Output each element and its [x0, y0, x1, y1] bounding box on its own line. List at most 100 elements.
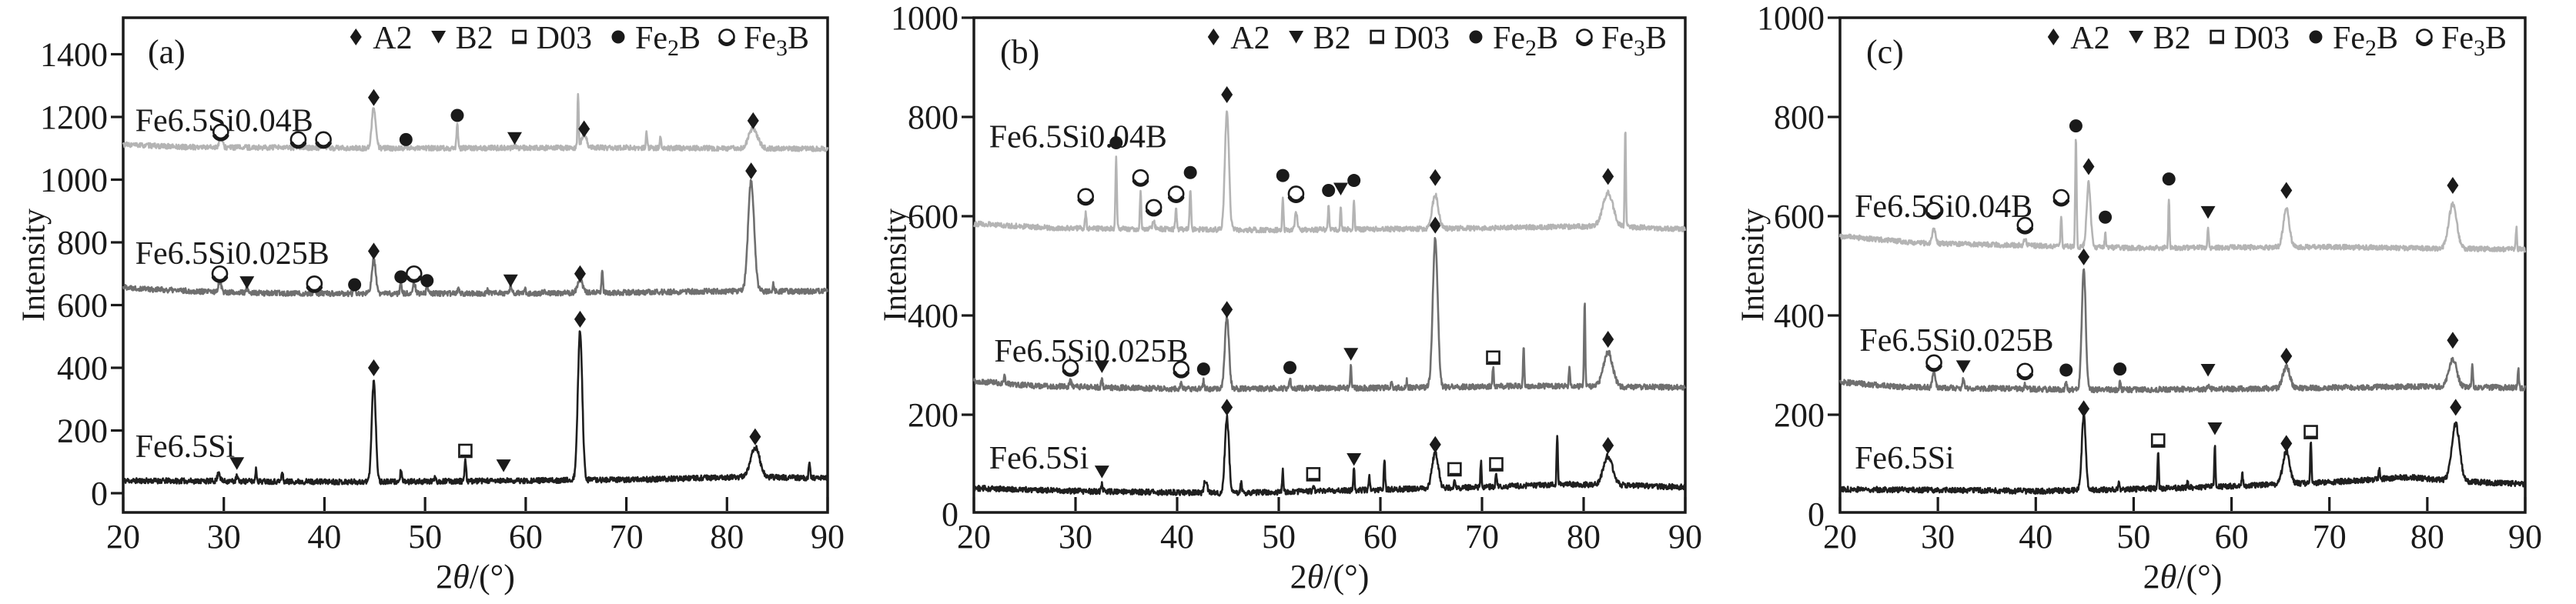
y-tick-label: 400	[57, 349, 108, 387]
circle-open-marker-shade	[2052, 199, 2070, 207]
legend-item: A2	[1207, 21, 1270, 56]
y-tick-label: 400	[1774, 297, 1825, 335]
diamond-marker-icon	[1221, 399, 1233, 416]
phase-marker-circle-filled	[1322, 183, 1336, 197]
x-tick-label: 70	[2313, 518, 2347, 556]
circle-filled-marker-icon	[1276, 169, 1290, 182]
phase-marker-circle-filled	[1109, 136, 1123, 150]
phase-marker-circle-open	[1077, 188, 1094, 206]
phase-marker-diamond	[1602, 436, 1614, 454]
diamond-marker-icon	[367, 242, 380, 260]
y-axis-label: Intensity	[878, 209, 914, 322]
circle-filled-marker-icon	[2099, 210, 2113, 224]
sample-label: Fe6.5Si0.025B	[994, 334, 1188, 369]
legend-label: D03	[1394, 21, 1450, 56]
diamond-marker-icon	[1429, 169, 1441, 186]
circle-open-marker-shade	[1173, 370, 1189, 379]
legend-item: D03	[1370, 21, 1450, 56]
circle-filled-marker-icon	[1183, 165, 1197, 179]
circle-filled-marker-icon	[2162, 172, 2176, 186]
circle-filled-marker-icon	[2069, 119, 2083, 133]
y-axis-label: Intensity	[1736, 209, 1771, 322]
circle-open-marker-shade	[211, 275, 229, 283]
legend-label: D03	[2234, 21, 2290, 56]
panel-a: 0 200 400 600 800 1000 1200 1400 20 30 40 50 60 70 80 9…	[17, 16, 845, 596]
legend-item: D03	[512, 21, 592, 56]
phase-marker-triangle-down	[239, 276, 255, 289]
sample-label: Fe6.5Si0.025B	[135, 236, 330, 272]
diamond-marker-icon	[1429, 435, 1441, 453]
triangle-down-marker-icon	[496, 459, 511, 472]
curve-Fe6.5Si0.04B	[972, 110, 1687, 234]
x-tick-label: 70	[610, 518, 644, 556]
phase-marker-square-open	[1306, 467, 1321, 482]
phase-marker-circle-open	[1287, 185, 1305, 203]
phase-marker-diamond	[574, 265, 586, 282]
phase-marker-circle-open	[1173, 360, 1190, 379]
x-axis-label: 2θ/(°)	[436, 558, 515, 596]
phase-marker-circle-filled	[420, 274, 434, 288]
circle-open-marker-shade	[306, 285, 323, 293]
phase-marker-diamond	[1429, 169, 1441, 186]
diamond-marker-icon	[1602, 168, 1614, 185]
circle-open-marker-shade	[2416, 38, 2433, 46]
phase-marker-circle-open	[2016, 216, 2034, 235]
circle-filled-marker-icon	[1109, 136, 1123, 150]
phase-marker-circle-filled	[399, 132, 413, 146]
x-tick-label: 40	[1160, 518, 1194, 556]
phase-marker-diamond	[2280, 347, 2293, 365]
phase-marker-circle-filled	[450, 108, 464, 122]
curve-Fe6.5Si0.025B	[122, 179, 829, 298]
legend-label: D03	[537, 21, 592, 56]
y-tick-label: 0	[91, 475, 108, 512]
x-tick-label: 30	[1921, 518, 1955, 556]
circle-open-marker-shade	[718, 38, 735, 46]
diamond-marker-icon	[2078, 248, 2090, 265]
phase-marker-diamond	[745, 162, 758, 180]
sample-label: Fe6.5Si	[135, 429, 236, 465]
x-tick-label: 40	[307, 518, 341, 556]
y-tick-label: 0	[942, 496, 958, 533]
phase-marker-circle-filled	[1347, 174, 1361, 188]
diamond-marker-icon	[367, 88, 380, 106]
legend-label: A2	[2070, 21, 2109, 56]
phase-marker-diamond	[2450, 399, 2462, 416]
circle-open-marker-shade	[1062, 369, 1079, 377]
phase-marker-triangle-down	[2200, 205, 2216, 219]
y-tick-label: 1000	[891, 0, 958, 37]
panel-letter: (b)	[1000, 33, 1039, 71]
diamond-marker-icon	[2280, 347, 2293, 365]
y-tick-label: 200	[908, 396, 958, 434]
triangle-down-marker-icon	[503, 274, 518, 288]
triangle-down-marker-icon	[1333, 182, 1349, 196]
triangle-down-marker-icon	[1094, 466, 1109, 479]
diamond-marker-icon	[2083, 158, 2095, 175]
phase-marker-triangle-down	[1333, 182, 1349, 196]
sample-label: Fe6.5Si	[989, 441, 1089, 476]
y-tick-label: 800	[57, 224, 108, 262]
y-tick-label: 800	[1774, 98, 1825, 136]
phase-marker-diamond	[2078, 248, 2090, 265]
phase-marker-circle-open	[289, 131, 307, 149]
curve-Fe6.5Si0.04B	[1838, 138, 2527, 253]
legend-item: A2	[2047, 21, 2110, 56]
phase-marker-circle-open	[2052, 189, 2070, 207]
phase-marker-diamond	[1221, 399, 1233, 416]
phase-marker-square-open	[2150, 433, 2166, 448]
circle-open-marker-shade	[406, 275, 423, 283]
legend-item: B2	[431, 21, 493, 56]
phase-marker-triangle-down	[2207, 422, 2223, 435]
x-tick-label: 60	[1363, 518, 1397, 556]
curve-Fe6.5Si	[122, 330, 829, 486]
triangle-down-marker-icon	[2200, 363, 2216, 377]
phase-marker-diamond	[1602, 330, 1614, 348]
phase-marker-circle-open	[405, 265, 423, 283]
curve-Fe6.5Si	[1838, 412, 2527, 496]
diamond-marker-icon	[1221, 85, 1233, 103]
x-axis-label: 2θ/(°)	[1290, 558, 1370, 596]
triangle-down-marker-icon	[2200, 205, 2216, 219]
circle-filled-marker-icon	[2059, 363, 2073, 377]
phase-marker-square-open	[1447, 462, 1462, 477]
legend-label: A2	[373, 21, 412, 56]
phase-marker-triangle-down	[503, 274, 518, 288]
